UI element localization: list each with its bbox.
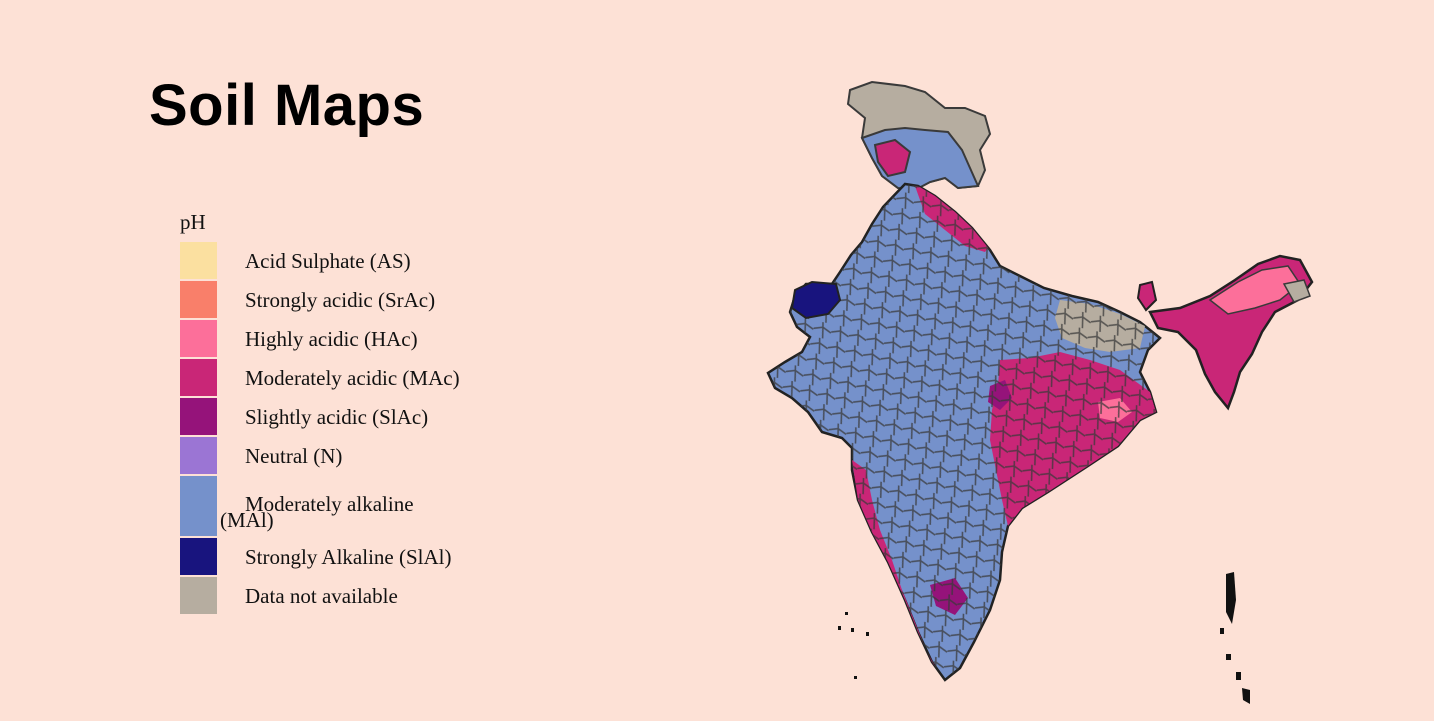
legend-item-slightly-acidic: Slightly acidic (SlAc) — [180, 397, 520, 436]
legend-swatch — [180, 577, 217, 614]
legend-item-no-data: Data not available — [180, 576, 520, 615]
legend-item-moderately-acidic: Moderately acidic (MAc) — [180, 358, 520, 397]
legend-label: Neutral (N) — [245, 443, 343, 468]
legend-swatch — [180, 242, 217, 279]
page-title: Soil Maps — [149, 73, 425, 138]
legend-label: Slightly acidic (SlAc) — [245, 404, 429, 429]
legend-swatch — [180, 538, 217, 575]
andaman-nicobar-islands — [1220, 572, 1250, 704]
legend-label: Strongly Alkaline (SlAl) — [245, 544, 452, 569]
legend-swatch — [180, 476, 217, 536]
legend-item-strongly-acidic: Strongly acidic (SrAc) — [180, 280, 520, 319]
legend-label: Strongly acidic (SrAc) — [245, 287, 436, 312]
legend-swatch — [180, 437, 217, 474]
legend-item-acid-sulphate: Acid Sulphate (AS) — [180, 241, 520, 280]
legend-swatch — [180, 359, 217, 396]
legend-swatch — [180, 281, 217, 318]
region-ne-nodata — [1282, 279, 1311, 303]
region-sikkim — [1136, 280, 1158, 312]
legend-label: Highly acidic (HAc) — [245, 326, 418, 351]
lakshadweep-islands — [838, 612, 869, 679]
legend-item-highly-acidic: Highly acidic (HAc) — [180, 319, 520, 358]
legend-label: Data not available — [245, 583, 398, 608]
legend-label: Moderately acidic (MAc) — [245, 365, 460, 390]
legend: pH Acid Sulphate (AS) Strongly acidic (S… — [180, 210, 520, 615]
legend-label: Moderately alkaline — [245, 492, 414, 516]
legend-title: pH — [180, 210, 206, 234]
legend-label: Acid Sulphate (AS) — [245, 248, 411, 273]
legend-item-moderately-alkaline: Moderately alkaline (MAl) — [180, 475, 520, 537]
legend-item-strongly-alkaline: Strongly Alkaline (SlAl) — [180, 537, 520, 576]
legend-label-continued: (MAl) — [220, 508, 274, 532]
legend-item-neutral: Neutral (N) — [180, 436, 520, 475]
legend-swatch — [180, 398, 217, 435]
region-strongly-alkaline — [790, 280, 842, 320]
region-kashmir-districts — [873, 138, 912, 178]
legend-swatch — [180, 320, 217, 357]
